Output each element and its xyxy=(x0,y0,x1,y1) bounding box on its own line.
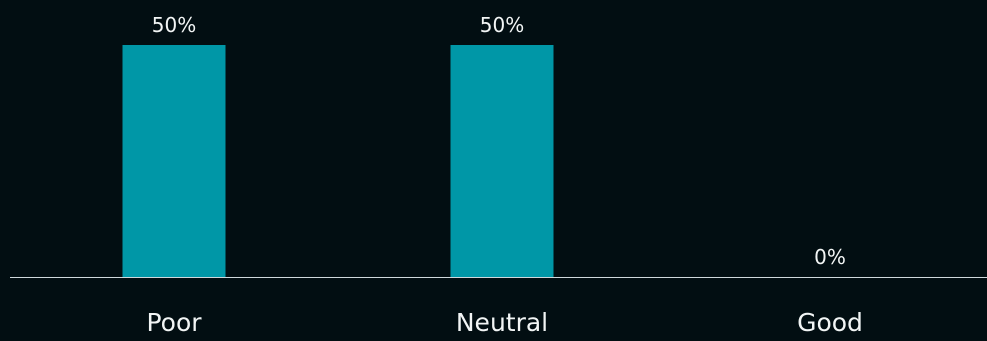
bar-poor xyxy=(122,45,226,277)
bars-group xyxy=(122,45,554,277)
category-label-poor: Poor xyxy=(146,308,202,337)
value-label-good: 0% xyxy=(814,245,846,269)
bar-neutral xyxy=(450,45,554,277)
labels-group: 50% Poor 50% Neutral 0% Good xyxy=(146,13,862,337)
category-label-good: Good xyxy=(797,308,863,337)
category-label-neutral: Neutral xyxy=(456,308,548,337)
value-label-neutral: 50% xyxy=(480,13,524,37)
value-label-poor: 50% xyxy=(152,13,196,37)
